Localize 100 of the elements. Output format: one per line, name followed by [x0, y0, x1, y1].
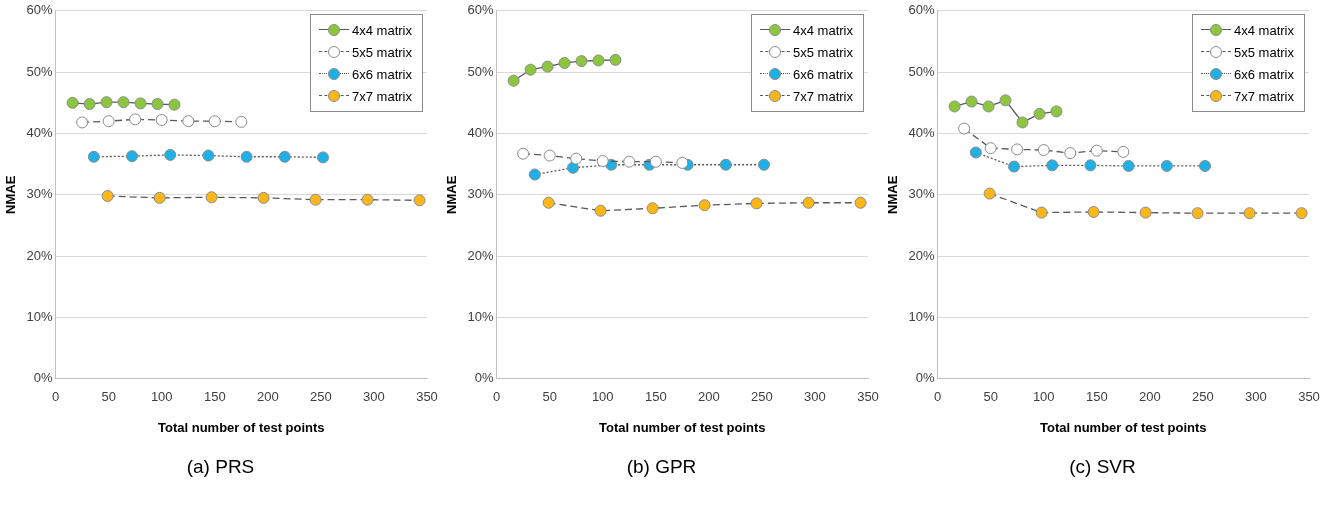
- x-tick-label: 0: [52, 389, 60, 405]
- point: [649, 155, 662, 168]
- point: [153, 191, 166, 204]
- point: [609, 53, 622, 66]
- legend-label: 4x4 matrix: [352, 22, 412, 38]
- y-tick-label: 40%: [908, 125, 936, 141]
- point: [750, 197, 763, 210]
- point: [208, 115, 221, 128]
- point: [517, 147, 530, 160]
- point: [202, 149, 215, 162]
- x-tick-label: 100: [591, 389, 614, 405]
- x-tick-label: 100: [1032, 389, 1055, 405]
- x-axis-title: Total number of test points: [1040, 419, 1207, 435]
- text: (b) GPR: [625, 456, 698, 478]
- y-axis-title: NMAE: [444, 175, 460, 214]
- point: [698, 199, 711, 212]
- point: [1191, 207, 1204, 220]
- point: [117, 96, 130, 109]
- x-tick-label: 350: [416, 389, 438, 405]
- y-tick-label: 0%: [474, 370, 495, 386]
- point: [575, 55, 588, 68]
- point: [83, 98, 96, 111]
- x-tick-label: 100: [150, 389, 173, 405]
- point: [948, 100, 961, 113]
- y-tick-label: 20%: [908, 247, 936, 263]
- point: [278, 150, 291, 163]
- point: [129, 113, 142, 126]
- point: [646, 202, 659, 215]
- point: [361, 193, 374, 206]
- point: [76, 116, 89, 129]
- point: [168, 98, 181, 111]
- x-tick-label: 50: [101, 389, 116, 405]
- point: [66, 96, 79, 109]
- point: [965, 95, 978, 108]
- point: [205, 191, 218, 204]
- point: [1035, 206, 1048, 219]
- legend-label: 4x4 matrix: [793, 22, 853, 38]
- point: [541, 60, 554, 73]
- y-axis-title: NMAE: [885, 175, 901, 214]
- y-tick-label: 10%: [26, 309, 54, 325]
- point: [570, 152, 583, 165]
- point: [1139, 206, 1152, 219]
- x-tick-label: 200: [256, 389, 279, 405]
- legend-label: 6x6 matrix: [1234, 66, 1294, 82]
- y-tick-label: 40%: [467, 125, 495, 141]
- point: [309, 193, 322, 206]
- point: [1117, 145, 1130, 158]
- point: [982, 100, 995, 113]
- point: [958, 122, 971, 135]
- point: [528, 168, 541, 181]
- point: [1084, 159, 1097, 172]
- y-tick-label: 50%: [26, 63, 54, 79]
- legend-label: 4x4 matrix: [1234, 22, 1294, 38]
- point: [126, 150, 139, 163]
- text: (c) SVR: [1068, 456, 1137, 478]
- point: [676, 156, 689, 169]
- x-tick-label: 350: [1298, 389, 1320, 405]
- y-tick-label: 30%: [467, 186, 495, 202]
- y-tick-label: 30%: [908, 186, 936, 202]
- y-tick-label: 40%: [26, 125, 54, 141]
- y-tick-label: 60%: [467, 2, 495, 18]
- point: [524, 63, 537, 76]
- point: [100, 96, 113, 109]
- point: [1033, 107, 1046, 120]
- point: [1243, 207, 1256, 220]
- point: [1050, 105, 1063, 118]
- point: [542, 196, 555, 209]
- point: [1064, 147, 1077, 160]
- x-tick-label: 50: [983, 389, 998, 405]
- point: [1087, 205, 1100, 218]
- point: [999, 94, 1012, 107]
- legend-label: 6x6 matrix: [793, 66, 853, 82]
- legend-label: 5x5 matrix: [1234, 44, 1294, 60]
- point: [164, 148, 177, 161]
- point: [1160, 159, 1173, 172]
- point: [854, 196, 867, 209]
- point: [151, 98, 164, 111]
- y-tick-label: 10%: [908, 309, 936, 325]
- legend-label: 5x5 matrix: [352, 44, 412, 60]
- point: [235, 115, 248, 128]
- point: [1199, 159, 1212, 172]
- x-tick-label: 150: [1085, 389, 1108, 405]
- x-tick-label: 50: [542, 389, 557, 405]
- x-tick-label: 150: [644, 389, 667, 405]
- legend-label: 6x6 matrix: [352, 66, 412, 82]
- x-tick-label: 0: [934, 389, 942, 405]
- x-tick-label: 300: [1245, 389, 1267, 405]
- point: [623, 155, 636, 168]
- x-axis-title: Total number of test points: [599, 419, 766, 435]
- y-tick-label: 20%: [467, 247, 495, 263]
- legend-label: 5x5 matrix: [793, 44, 853, 60]
- point: [802, 196, 815, 209]
- point: [1037, 144, 1050, 157]
- y-tick-label: 60%: [26, 2, 54, 18]
- point: [507, 74, 520, 87]
- point: [134, 97, 147, 110]
- point: [1122, 159, 1135, 172]
- y-tick-label: 0%: [915, 370, 936, 386]
- point: [969, 146, 982, 159]
- point: [102, 115, 115, 128]
